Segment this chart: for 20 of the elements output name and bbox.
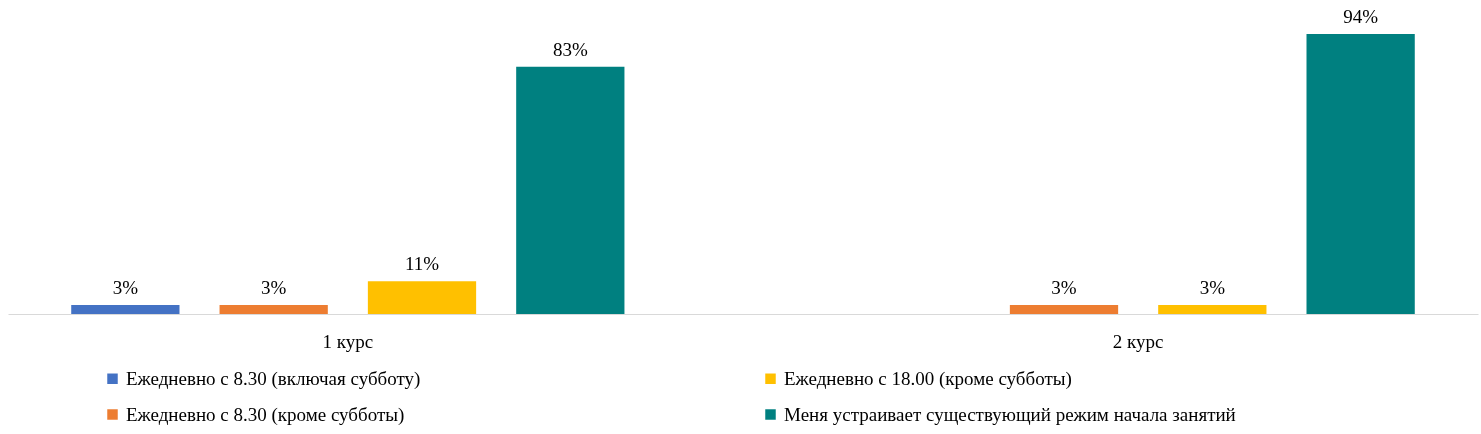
data-label: 3% (112, 277, 139, 299)
bar (516, 66, 625, 314)
bar (71, 305, 180, 314)
legend-label: Ежедневно с 8.30 (включая субботу) (126, 367, 421, 390)
data-label: 83% (552, 38, 588, 60)
legend-label: Ежедневно с 18.00 (кроме субботы) (784, 367, 1072, 390)
bar (219, 305, 328, 314)
bar (367, 281, 477, 314)
x-tick-label: 2 курс (1112, 330, 1164, 352)
data-label: 3% (261, 277, 287, 299)
bar (1009, 305, 1119, 314)
x-tick-label: 1 курс (322, 330, 374, 352)
bar (1306, 34, 1415, 314)
data-label: 3% (1051, 277, 1077, 299)
data-label: 11% (404, 253, 440, 275)
data-label: 94% (1343, 6, 1379, 27)
data-label: 3% (1199, 277, 1226, 299)
legend-label: Ежедневно с 8.30 (кроме субботы) (126, 403, 405, 426)
legend-label: Меня устраивает существующий режим начала занятий (784, 403, 1236, 425)
bar (1158, 305, 1267, 314)
